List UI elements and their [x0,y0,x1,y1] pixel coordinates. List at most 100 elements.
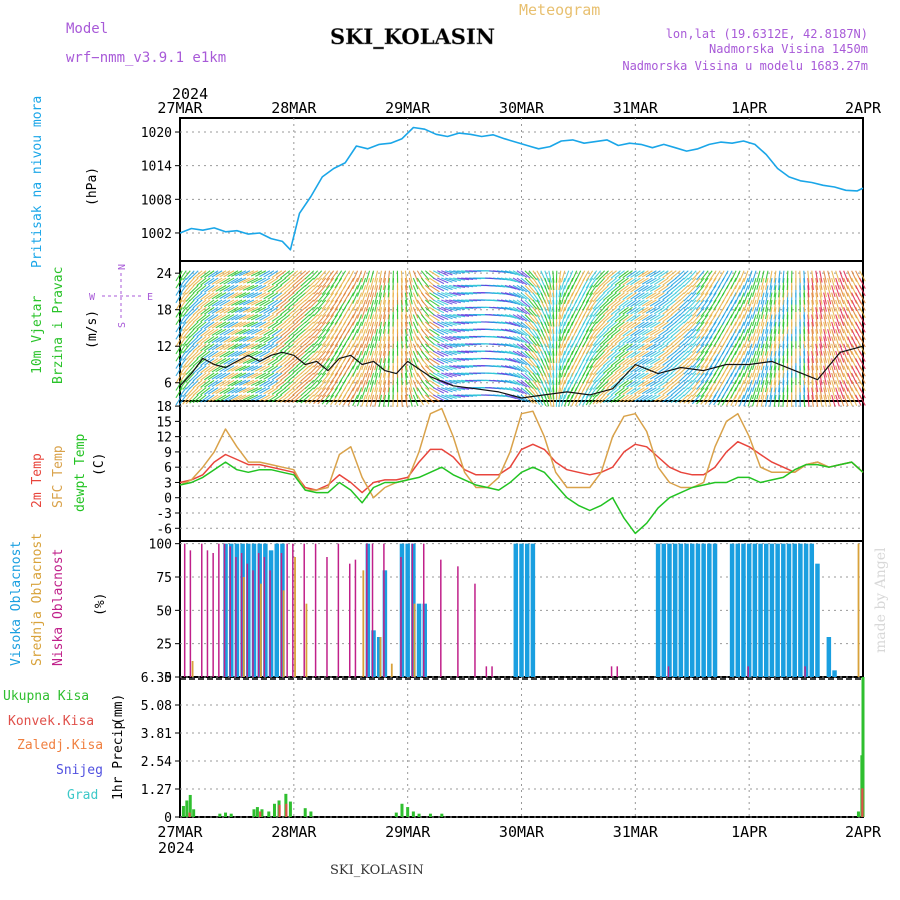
x-tick-label-bottom: 2APR [845,823,882,841]
wind-barb [603,321,613,331]
wind-barb [246,277,259,284]
wind-barb [325,321,335,332]
wind-barb [234,277,247,284]
wind-barb [747,336,753,349]
wind-barb [603,284,613,294]
wind-barb [582,292,590,304]
wind-barb [528,328,538,339]
wind-barb [653,350,665,359]
wind-barb [428,299,440,307]
wind-barb [200,321,211,330]
wind-barb [558,292,562,305]
wind-barb [777,394,781,407]
wind-barb [777,321,781,334]
wind-barb [271,321,283,330]
wind-barb [666,299,677,308]
wind-barb [343,270,351,282]
wind-barb [250,365,263,372]
wind-barb [764,307,769,320]
wind-barb [433,394,445,401]
cloud-low-bar [804,666,806,677]
svg-text:W: W [89,292,96,303]
wind-barb [404,336,408,349]
wind-barb [231,299,243,307]
wind-barb [734,350,741,363]
wind-barb [567,328,574,341]
wind-barb [592,328,602,339]
wind-barb [325,306,335,318]
wind-barb [387,351,391,364]
wind-barb [231,335,243,343]
wind-barb [606,365,617,374]
wind-barb [603,365,613,374]
wind-barb [560,314,566,327]
wind-barb [361,270,367,283]
wind-barb [292,321,303,331]
wind-barb [683,284,693,295]
wind-barb [185,379,195,390]
wind-barb [610,387,621,396]
wind-barb [582,336,590,348]
wind-barb [859,277,866,289]
wind-barb [317,328,327,339]
wind-barb [544,394,550,407]
wind-barb [859,380,866,392]
wind-barb [811,394,814,407]
wind-barb [532,336,541,347]
wind-barb [347,270,355,282]
wind-barb [769,292,773,305]
wind-barb [823,329,827,341]
wind-barb [548,336,552,349]
wind-barb [457,387,470,390]
wind-barb [356,365,363,378]
wind-barb [819,372,823,385]
wind-barb [760,329,765,341]
wind-barb [520,321,531,330]
x-tick-label-top: 28MAR [271,99,317,117]
wind-barb [552,394,555,407]
cloud-high-bar [763,543,769,677]
wind-barb [330,372,339,384]
wind-barb [614,365,625,374]
wind-barb [835,307,840,319]
wind-barb [596,270,606,280]
wind-barb [242,328,255,335]
wind-barb [175,343,183,355]
wind-barb [730,277,737,290]
wind-barb [382,314,387,327]
wind-barb [670,394,681,404]
wind-barb [313,350,323,361]
wind-barb [827,336,832,349]
wind-barb [544,307,550,319]
wind-barb [255,270,267,277]
wind-barb [582,285,590,297]
wind-barb [645,357,657,365]
wind-barb [387,292,391,305]
wind-barb [687,328,697,339]
cloud-high-bar [223,543,228,677]
wind-barb [704,328,713,340]
wind-barb [374,277,379,290]
wind-barb [211,321,223,329]
wind-barb [760,372,765,385]
wind-barb [674,379,685,389]
wind-barb [618,321,629,330]
wind-barb [835,358,840,370]
wind-barb [449,314,462,318]
wind-barb [300,328,311,338]
wind-barb [560,380,566,392]
wind-barb [504,350,517,356]
wind-barb [756,321,761,334]
wind-barb [365,358,371,371]
wind-barb [453,379,466,383]
wind-barb [649,357,661,366]
wind-barb [622,277,633,286]
wind-barb [215,299,227,307]
wind-barb [321,394,331,405]
wind-barb [544,299,550,312]
wind-barb [819,314,823,327]
wind-barb [433,314,445,321]
wind-barb [200,277,211,286]
wind-barb [839,307,845,319]
wind-barb [313,321,323,332]
